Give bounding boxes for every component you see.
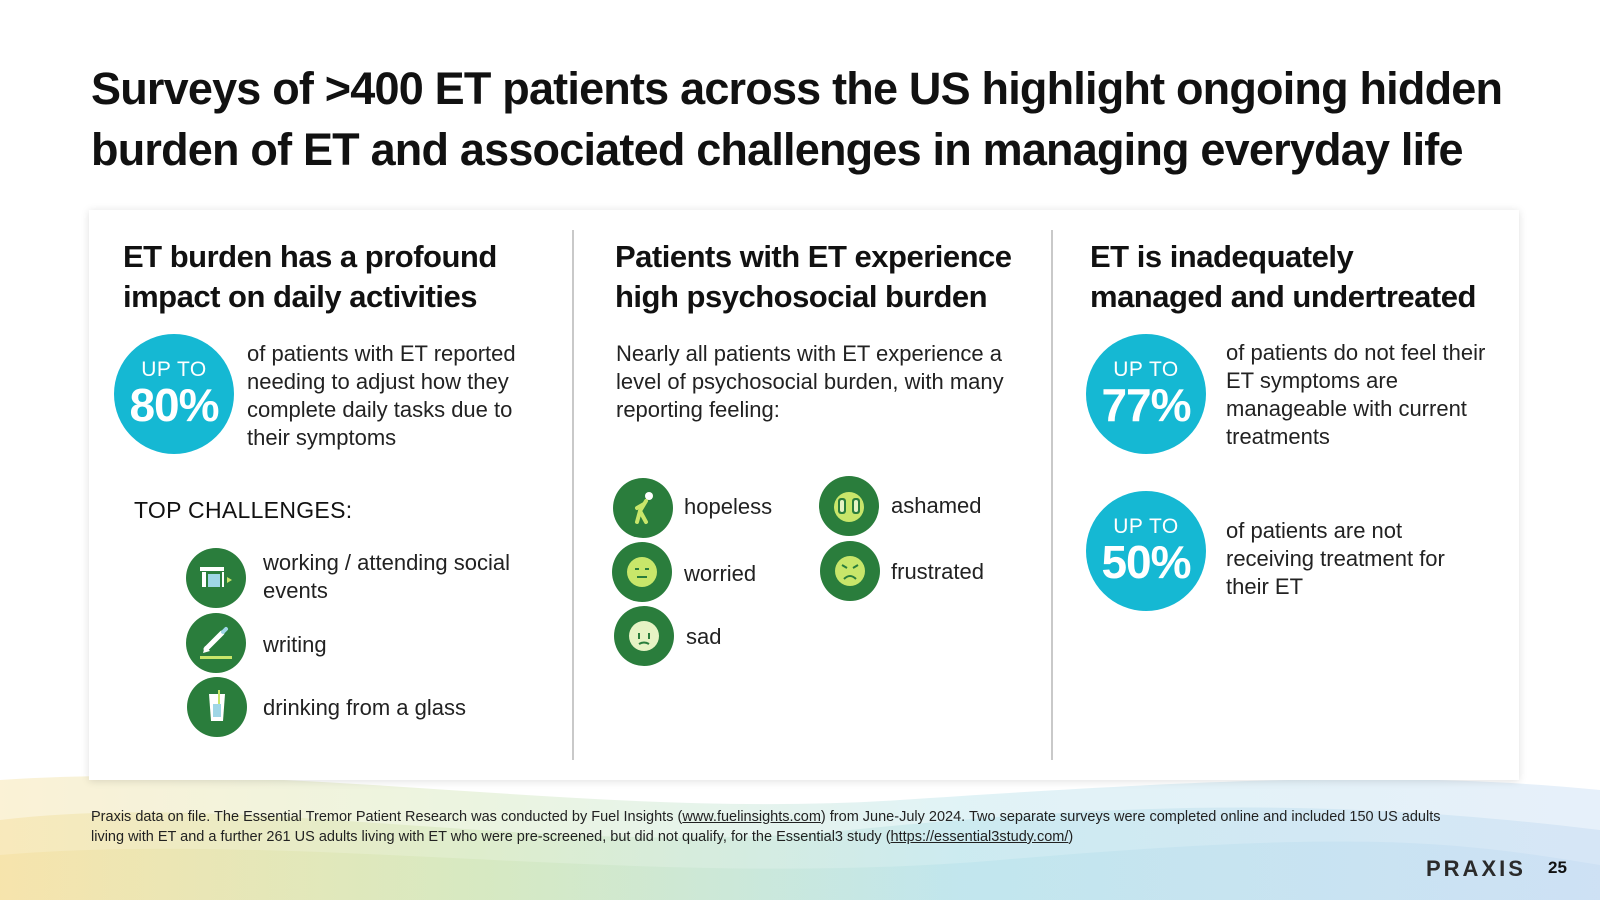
- stat-prefix: UP TO: [1113, 515, 1179, 538]
- feeling-label-ashamed: ashamed: [891, 493, 982, 518]
- column-daily-activities: ET burden has a profound impact on daily…: [114, 210, 563, 780]
- stat-value: 80%: [129, 379, 219, 431]
- stat-value: 77%: [1101, 379, 1191, 431]
- footnote-text: Praxis data on file. The Essential Tremo…: [91, 809, 683, 825]
- feeling-label-sad: sad: [686, 624, 722, 649]
- footnote: Praxis data on file. The Essential Tremo…: [91, 807, 1471, 847]
- stooped-person-icon: [613, 478, 673, 538]
- challenge-label-working: working / attending social events: [263, 550, 511, 603]
- stat-circle-77: UP TO 77%: [1086, 334, 1206, 454]
- column-title: ET burden has a profound impact on daily…: [123, 239, 497, 314]
- stat-value: 50%: [1101, 536, 1191, 588]
- decorative-wave-background: [0, 775, 1600, 900]
- page-title: Surveys of >400 ET patients across the U…: [91, 63, 1503, 175]
- column-divider: [572, 230, 574, 760]
- stat-prefix: UP TO: [141, 358, 207, 381]
- pen-icon: [186, 613, 246, 673]
- stat-circle-80: UP TO 80%: [114, 334, 234, 454]
- stat-description: of patients are not receiving treatment …: [1226, 518, 1445, 599]
- stat-circle-50: UP TO 50%: [1086, 491, 1206, 611]
- column-title: ET is inadequately managed and undertrea…: [1090, 239, 1476, 314]
- stat-description: of patients with ET reported needing to …: [247, 341, 516, 450]
- challenge-label-drinking: drinking from a glass: [263, 695, 466, 720]
- footnote-text: ): [1068, 829, 1074, 845]
- stat-description: of patients do not feel their ET symptom…: [1226, 340, 1486, 449]
- feeling-label-worried: worried: [684, 561, 757, 586]
- footnote-text: ) from June-July 2024. Two separate surv…: [91, 809, 1441, 845]
- worried-face-icon: [612, 542, 672, 602]
- content-card: ET burden has a profound impact on daily…: [89, 210, 1519, 780]
- column-title: Patients with ET experience high psychos…: [615, 239, 1012, 314]
- praxis-logo: PRAXIS: [1426, 856, 1526, 881]
- glass-icon: [187, 677, 247, 737]
- top-challenges-heading: TOP CHALLENGES:: [134, 497, 353, 523]
- sad-face-icon: [614, 606, 674, 666]
- stat-prefix: UP TO: [1113, 358, 1179, 381]
- hands-over-face-icon: [819, 476, 879, 536]
- feeling-label-hopeless: hopeless: [684, 494, 773, 519]
- column-divider: [1051, 230, 1053, 760]
- feeling-label-frustrated: frustrated: [891, 559, 984, 584]
- frustrated-face-icon: [820, 541, 880, 601]
- challenge-label-writing: writing: [263, 632, 327, 657]
- column-psychosocial: Patients with ET experience high psychos…: [612, 210, 1035, 780]
- page-number: 25: [1548, 858, 1567, 877]
- fuelinsights-link[interactable]: www.fuelinsights.com: [682, 809, 821, 825]
- essential3study-link[interactable]: https://essential3study.com/: [890, 829, 1069, 845]
- column-undertreated: ET is inadequately managed and undertrea…: [1086, 210, 1500, 780]
- psychosocial-intro: Nearly all patients with ET experience a…: [616, 341, 1004, 422]
- office-door-icon: [186, 548, 246, 608]
